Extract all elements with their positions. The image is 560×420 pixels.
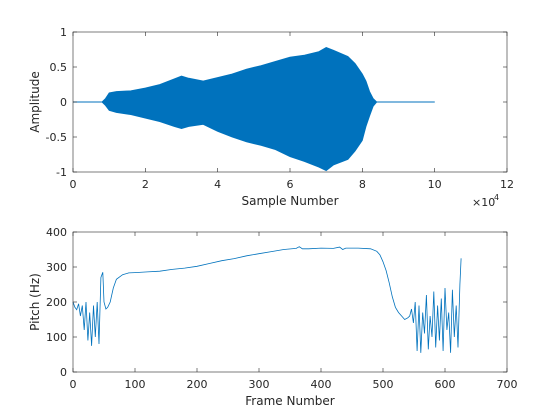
waveform-x-tick-label: 0: [70, 178, 77, 191]
waveform-x-ticks: 0 2 4 6 8 10 12: [70, 32, 514, 191]
waveform-x-exponent-label: ×10 4: [472, 193, 499, 209]
waveform-y-tick-label: 1: [60, 26, 67, 39]
pitch-y-axis-label: Pitch (Hz): [28, 273, 42, 331]
pitch-x-tick-label: 0: [70, 378, 77, 391]
waveform-y-tick-label: 0: [60, 96, 67, 109]
pitch-series-line: [72, 246, 462, 353]
waveform-x-tick-label: 8: [359, 178, 366, 191]
waveform-y-tick-label: -1: [56, 166, 67, 179]
pitch-x-tick-label: 300: [249, 378, 270, 391]
waveform-x-tick-label: 4: [214, 178, 221, 191]
pitch-y-tick-label: 0: [60, 366, 67, 379]
pitch-plot-area: [72, 246, 462, 353]
pitch-x-axis-label: Frame Number: [245, 394, 334, 408]
waveform-x-tick-label: 6: [287, 178, 294, 191]
pitch-x-ticks: 0 100 200 300 400 500 600 700: [70, 232, 518, 391]
waveform-y-axis-label: Amplitude: [28, 71, 42, 133]
waveform-y-tick-label: 0.5: [50, 61, 68, 74]
pitch-axes: 0 100 200 300 400 500 600 700 0 100 200 300 400 Fra…: [28, 226, 518, 408]
pitch-x-tick-label: 500: [373, 378, 394, 391]
waveform-axes-box: [72, 31, 508, 173]
waveform-x-tick-label: 12: [500, 178, 514, 191]
pitch-y-tick-label: 400: [46, 226, 67, 239]
waveform-plot-area: [73, 46, 435, 172]
waveform-x-tick-label: 2: [142, 178, 149, 191]
pitch-x-tick-label: 400: [311, 378, 332, 391]
waveform-y-ticks: -1 -0.5 0 0.5 1: [46, 26, 507, 179]
pitch-x-tick-label: 200: [187, 378, 208, 391]
pitch-y-tick-label: 100: [46, 331, 67, 344]
pitch-x-tick-label: 100: [125, 378, 146, 391]
pitch-x-tick-label: 600: [435, 378, 456, 391]
pitch-x-tick-label: 700: [497, 378, 518, 391]
pitch-axes-box: [72, 231, 508, 373]
waveform-x-axis-label: Sample Number: [241, 194, 338, 208]
x-exponent-power: 4: [494, 193, 499, 202]
x-exponent-base: ×10: [472, 196, 495, 209]
waveform-y-tick-label: -0.5: [46, 131, 67, 144]
waveform-x-tick-label: 10: [428, 178, 442, 191]
waveform-series: [73, 46, 435, 172]
pitch-y-ticks: 0 100 200 300 400: [46, 226, 507, 379]
waveform-axes: 0 2 4 6 8 10 12 -1 -0.5 0 0.5 1 Sample Number Ampl…: [28, 26, 514, 209]
pitch-y-tick-label: 300: [46, 261, 67, 274]
pitch-y-tick-label: 200: [46, 296, 67, 309]
